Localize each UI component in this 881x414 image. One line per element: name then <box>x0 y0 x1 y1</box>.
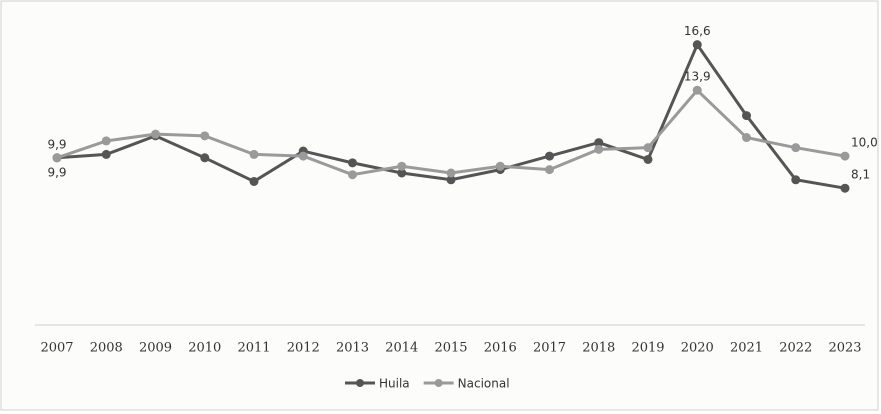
data-point <box>840 183 850 193</box>
legend-marker <box>356 379 364 387</box>
data-label: 9,9 <box>47 137 66 151</box>
data-point <box>742 111 751 121</box>
x-tick-label: 2012 <box>287 341 320 356</box>
legend-marker <box>434 379 443 387</box>
data-label: 10,0 <box>851 136 878 150</box>
data-point <box>446 175 456 185</box>
x-tick-label: 2014 <box>385 341 418 356</box>
data-label: 13,9 <box>684 70 711 84</box>
data-point <box>643 143 653 153</box>
x-tick-label: 2010 <box>188 341 221 356</box>
x-tick-label: 2008 <box>90 341 123 356</box>
x-tick-label: 2011 <box>237 341 270 356</box>
data-point <box>249 176 259 186</box>
legend-label: Nacional <box>458 377 510 391</box>
data-point <box>791 175 801 185</box>
data-point <box>397 168 407 178</box>
data-point <box>791 143 801 153</box>
x-tick-label: 2016 <box>484 341 517 356</box>
x-tick-label: 2022 <box>779 341 812 356</box>
data-label: 8,1 <box>851 168 870 182</box>
data-point <box>594 138 604 148</box>
data-point <box>101 136 111 146</box>
x-tick-label: 2007 <box>40 341 73 356</box>
data-point <box>200 131 210 141</box>
data-point <box>545 151 554 161</box>
data-point <box>52 153 62 163</box>
data-point <box>348 170 357 180</box>
data-point <box>643 154 653 164</box>
data-point <box>446 168 456 178</box>
x-tick-label: 2015 <box>434 341 467 356</box>
data-point <box>495 161 505 171</box>
data-point <box>249 149 259 159</box>
x-tick-label: 2018 <box>582 341 615 356</box>
data-point <box>298 151 308 161</box>
x-tick-label: 2023 <box>828 341 861 356</box>
data-point <box>840 151 850 161</box>
data-point <box>348 158 357 168</box>
x-tick-label: 2020 <box>681 341 714 356</box>
data-point <box>101 149 111 159</box>
x-tick-label: 2021 <box>730 341 763 356</box>
x-tick-label: 2009 <box>139 341 172 356</box>
data-point <box>742 133 751 143</box>
x-tick-label: 2019 <box>631 341 664 356</box>
x-tick-label: 2013 <box>336 341 369 356</box>
data-point <box>151 129 160 139</box>
data-point <box>692 40 702 50</box>
data-point <box>200 153 210 163</box>
data-point <box>545 165 554 175</box>
data-point <box>594 144 604 154</box>
data-label: 9,9 <box>47 165 66 179</box>
x-tick-label: 2017 <box>533 341 566 356</box>
data-point <box>397 161 407 171</box>
data-point <box>692 85 702 95</box>
legend-label: Huila <box>379 377 410 391</box>
data-label: 16,6 <box>684 24 711 38</box>
